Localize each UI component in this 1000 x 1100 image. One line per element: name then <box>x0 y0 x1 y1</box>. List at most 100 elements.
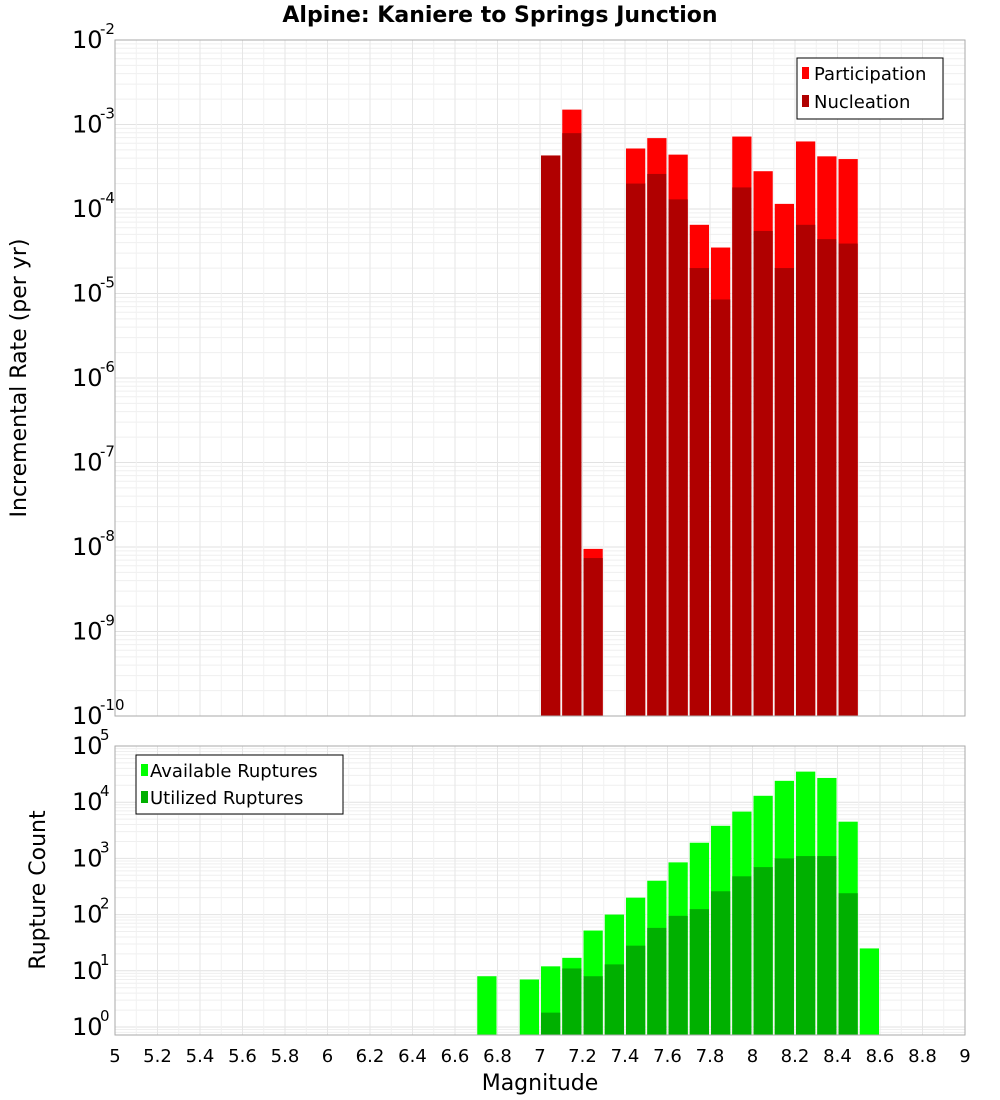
top-grid <box>114 40 966 717</box>
x-ticks: 5 5.2 5.4 5.6 5.8 6 6.2 6.4 6.6 6.8 7 7.2 7.4 7.6 7.8 8… <box>109 1046 970 1067</box>
bottom-bars <box>477 771 879 1035</box>
bar-nucleation-7.45 <box>626 183 646 716</box>
bar-utilized-ruptures-7.85 <box>711 891 731 1035</box>
top-y-tick-base: 10 <box>72 195 103 223</box>
bar-available-ruptures-6.75 <box>477 976 497 1035</box>
bar-utilized-ruptures-7.75 <box>689 909 709 1035</box>
bar-utilized-ruptures-7.25 <box>583 976 603 1035</box>
bar-available-ruptures-6.95 <box>519 979 539 1035</box>
top-y-tick: 10-2 <box>72 20 115 54</box>
top-y-tick-base: 10 <box>72 111 103 139</box>
x-tick-label: 7.8 <box>696 1046 725 1067</box>
x-tick-label: 9 <box>959 1046 970 1067</box>
bar-nucleation-7.25 <box>583 558 603 716</box>
top-y-tick-base: 10 <box>72 618 103 646</box>
bottom-y-tick: 102 <box>72 895 110 929</box>
x-tick-label: 6.4 <box>398 1046 427 1067</box>
x-tick-label: 7 <box>534 1046 545 1067</box>
bar-nucleation-7.75 <box>689 268 709 716</box>
bar-utilized-ruptures-7.15 <box>562 968 582 1035</box>
bottom-y-axis-label: Rupture Count <box>26 810 51 970</box>
bar-nucleation-7.95 <box>732 187 752 717</box>
legend-swatch-available <box>141 764 148 776</box>
x-tick-label: 5.4 <box>186 1046 215 1067</box>
top-y-tick-exponent: -6 <box>100 358 115 376</box>
top-y-tick: 10-4 <box>72 189 115 223</box>
bottom-y-tick-exponent: 3 <box>100 838 110 856</box>
x-tick-label: 7.2 <box>568 1046 597 1067</box>
top-y-tick-exponent: -5 <box>100 274 115 292</box>
top-y-tick: 10-9 <box>72 612 115 646</box>
x-tick-label: 8 <box>747 1046 758 1067</box>
top-y-tick: 10-8 <box>72 527 115 561</box>
top-y-tick-exponent: -4 <box>100 189 115 207</box>
bottom-plot-border <box>114 745 966 1036</box>
bottom-y-tick-base: 10 <box>72 788 103 816</box>
bar-nucleation-8.45 <box>838 243 858 716</box>
top-legend: Participation Nucleation <box>796 57 944 120</box>
legend-swatch-participation <box>802 67 809 79</box>
bar-utilized-ruptures-8.35 <box>817 856 837 1035</box>
top-y-tick-exponent: -10 <box>100 696 125 714</box>
legend-swatch-nucleation <box>802 95 809 107</box>
bar-nucleation-8.05 <box>753 230 773 717</box>
top-y-tick-base: 10 <box>72 26 103 54</box>
chart-title: Alpine: Kaniere to Springs Junction <box>282 3 717 28</box>
x-tick-label: 7.4 <box>611 1046 640 1067</box>
top-y-tick: 10-3 <box>72 105 115 139</box>
bar-utilized-ruptures-7.95 <box>732 876 752 1035</box>
top-y-tick-exponent: -8 <box>100 527 115 545</box>
bar-nucleation-8.15 <box>774 268 794 716</box>
bar-utilized-ruptures-8.25 <box>796 856 816 1035</box>
bar-utilized-ruptures-8.15 <box>774 858 794 1035</box>
legend-label-nucleation: Nucleation <box>814 92 910 113</box>
bar-nucleation-7.85 <box>711 299 731 716</box>
bottom-y-tick: 100 <box>72 1007 110 1041</box>
bar-utilized-ruptures-7.35 <box>604 964 624 1035</box>
bottom-y-tick-base: 10 <box>72 957 103 985</box>
bar-utilized-ruptures-8.05 <box>753 867 773 1035</box>
legend-swatch-utilized <box>141 791 148 803</box>
x-tick-label: 6.8 <box>483 1046 512 1067</box>
legend-label-available: Available Ruptures <box>150 761 318 782</box>
bar-available-ruptures-8.55 <box>859 948 879 1035</box>
x-tick-label: 5.2 <box>143 1046 172 1067</box>
bar-utilized-ruptures-8.45 <box>838 893 858 1035</box>
top-legend-box <box>796 57 944 120</box>
top-y-tick-base: 10 <box>72 449 103 477</box>
bar-nucleation-7.15 <box>562 133 582 716</box>
top-y-axis-label: Incremental Rate (per yr) <box>7 239 32 518</box>
bottom-legend: Available Ruptures Utilized Ruptures <box>135 754 344 815</box>
x-tick-label: 6.2 <box>356 1046 385 1067</box>
bar-nucleation-8.35 <box>817 239 837 717</box>
top-y-tick: 10-5 <box>72 274 115 308</box>
bar-utilized-ruptures-7.55 <box>647 927 667 1035</box>
bottom-y-tick-exponent: 4 <box>100 782 110 800</box>
bar-nucleation-7.55 <box>647 173 667 716</box>
top-y-tick: 10-7 <box>72 443 115 477</box>
x-tick-label: 8.6 <box>866 1046 895 1067</box>
bottom-y-tick-base: 10 <box>72 1013 103 1041</box>
bottom-y-tick-exponent: 2 <box>100 895 110 913</box>
x-tick-label: 6 <box>322 1046 333 1067</box>
x-tick-label: 6.6 <box>441 1046 470 1067</box>
x-tick-label: 8.8 <box>908 1046 937 1067</box>
top-y-tick-exponent: -7 <box>100 443 115 461</box>
legend-label-utilized: Utilized Ruptures <box>150 788 303 809</box>
bottom-y-tick: 105 <box>72 726 110 760</box>
bottom-y-tick: 101 <box>72 951 110 985</box>
legend-label-participation: Participation <box>814 64 926 85</box>
bottom-y-tick-base: 10 <box>72 901 103 929</box>
x-axis-label: Magnitude <box>482 1071 599 1096</box>
bottom-y-tick-exponent: 5 <box>100 726 110 744</box>
bottom-y-tick-exponent: 1 <box>100 951 110 969</box>
top-y-tick-exponent: -3 <box>100 105 115 123</box>
top-y-tick: 10-10 <box>72 696 125 730</box>
x-tick-label: 5.6 <box>228 1046 257 1067</box>
x-tick-label: 5.8 <box>271 1046 300 1067</box>
bottom-y-tick-base: 10 <box>72 732 103 760</box>
top-y-tick: 10-6 <box>72 358 115 392</box>
